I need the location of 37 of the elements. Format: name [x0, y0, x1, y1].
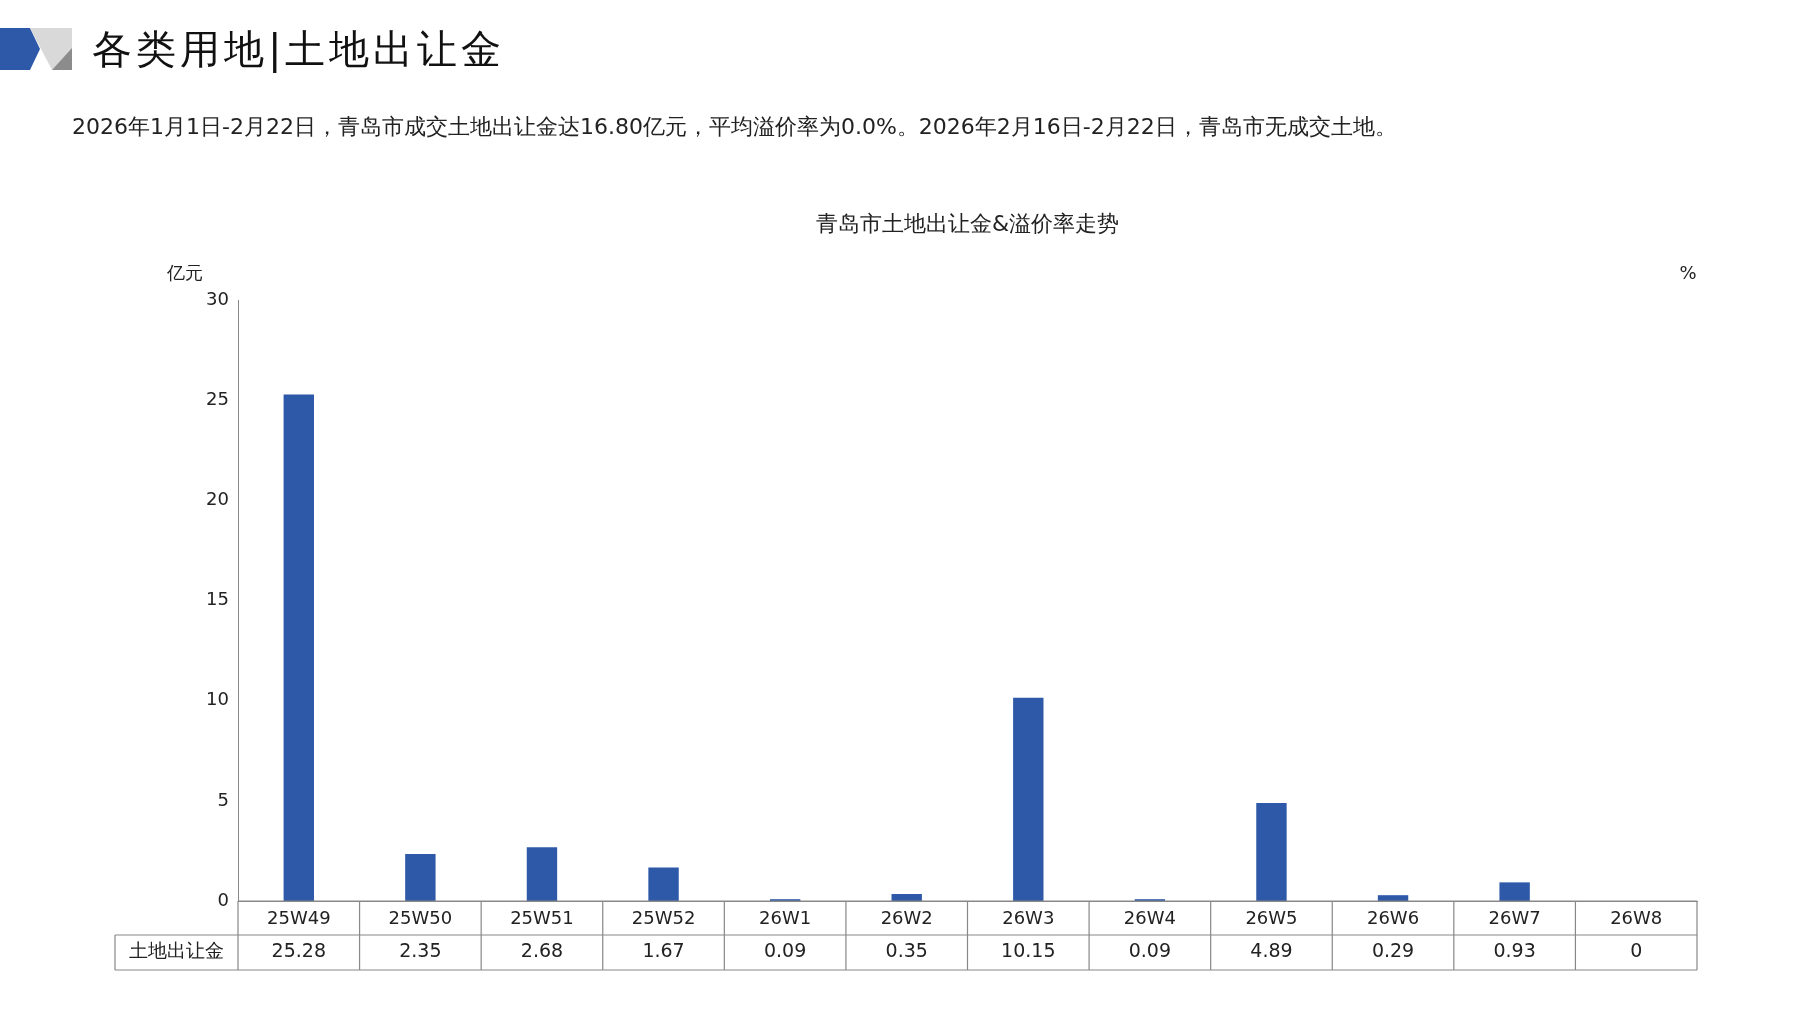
- chart-title: 青岛市土地出让金&溢价率走势: [815, 210, 1120, 236]
- y-tick-label: 5: [217, 788, 229, 810]
- x-tick-label: 26W7: [1488, 907, 1541, 929]
- data-label: 0.29: [1371, 939, 1415, 962]
- x-tick-label: 26W5: [1245, 907, 1298, 929]
- data-label: 10.15: [1001, 939, 1056, 962]
- y-tick-label: 10: [206, 688, 229, 710]
- data-label: 0.35: [885, 939, 928, 962]
- x-tick-label: 26W6: [1366, 907, 1420, 929]
- x-tick-label: 26W8: [1610, 907, 1663, 929]
- x-tick-label: 25W49: [266, 907, 331, 929]
- x-tick-label: 26W1: [759, 907, 812, 929]
- y-tick-label: 0: [217, 888, 229, 910]
- x-tick-label: 26W3: [1002, 907, 1055, 929]
- data-label: 0.93: [1493, 939, 1536, 962]
- data-label: 2.35: [399, 939, 442, 962]
- text: 土地出让金: [129, 939, 224, 962]
- x-tick-label: 25W52: [631, 907, 696, 929]
- y-tick-label: 15: [206, 588, 229, 610]
- y-axis-title: 亿元: [166, 261, 203, 283]
- x-tick-label: 25W51: [510, 907, 574, 929]
- y2-axis-title: %: [1679, 261, 1697, 283]
- data-label: 25.28: [271, 939, 326, 962]
- data-label: 2.68: [520, 939, 564, 962]
- data-label: 0.09: [1128, 939, 1172, 962]
- x-tick-label: 26W2: [880, 907, 933, 929]
- chart-subtitle: 2026年1月1日-2月22日，青岛市成交土地出让金达16.80亿元，平均溢价率为0.0%。2026年2月16日-2月22日，青岛市无成交土地。: [72, 113, 1397, 141]
- text: 各类用地|土地出让金: [92, 25, 506, 75]
- data-label: 0: [1630, 939, 1643, 962]
- y-tick-label: 20: [206, 488, 229, 510]
- y-tick-label: 30: [206, 287, 229, 309]
- x-tick-label: 26W4: [1123, 907, 1176, 929]
- x-tick-label: 25W50: [388, 907, 453, 929]
- data-label: 0.09: [763, 939, 807, 962]
- y-tick-label: 25: [206, 387, 229, 409]
- data-label: 4.89: [1250, 939, 1293, 962]
- data-label: 1.67: [642, 939, 685, 962]
